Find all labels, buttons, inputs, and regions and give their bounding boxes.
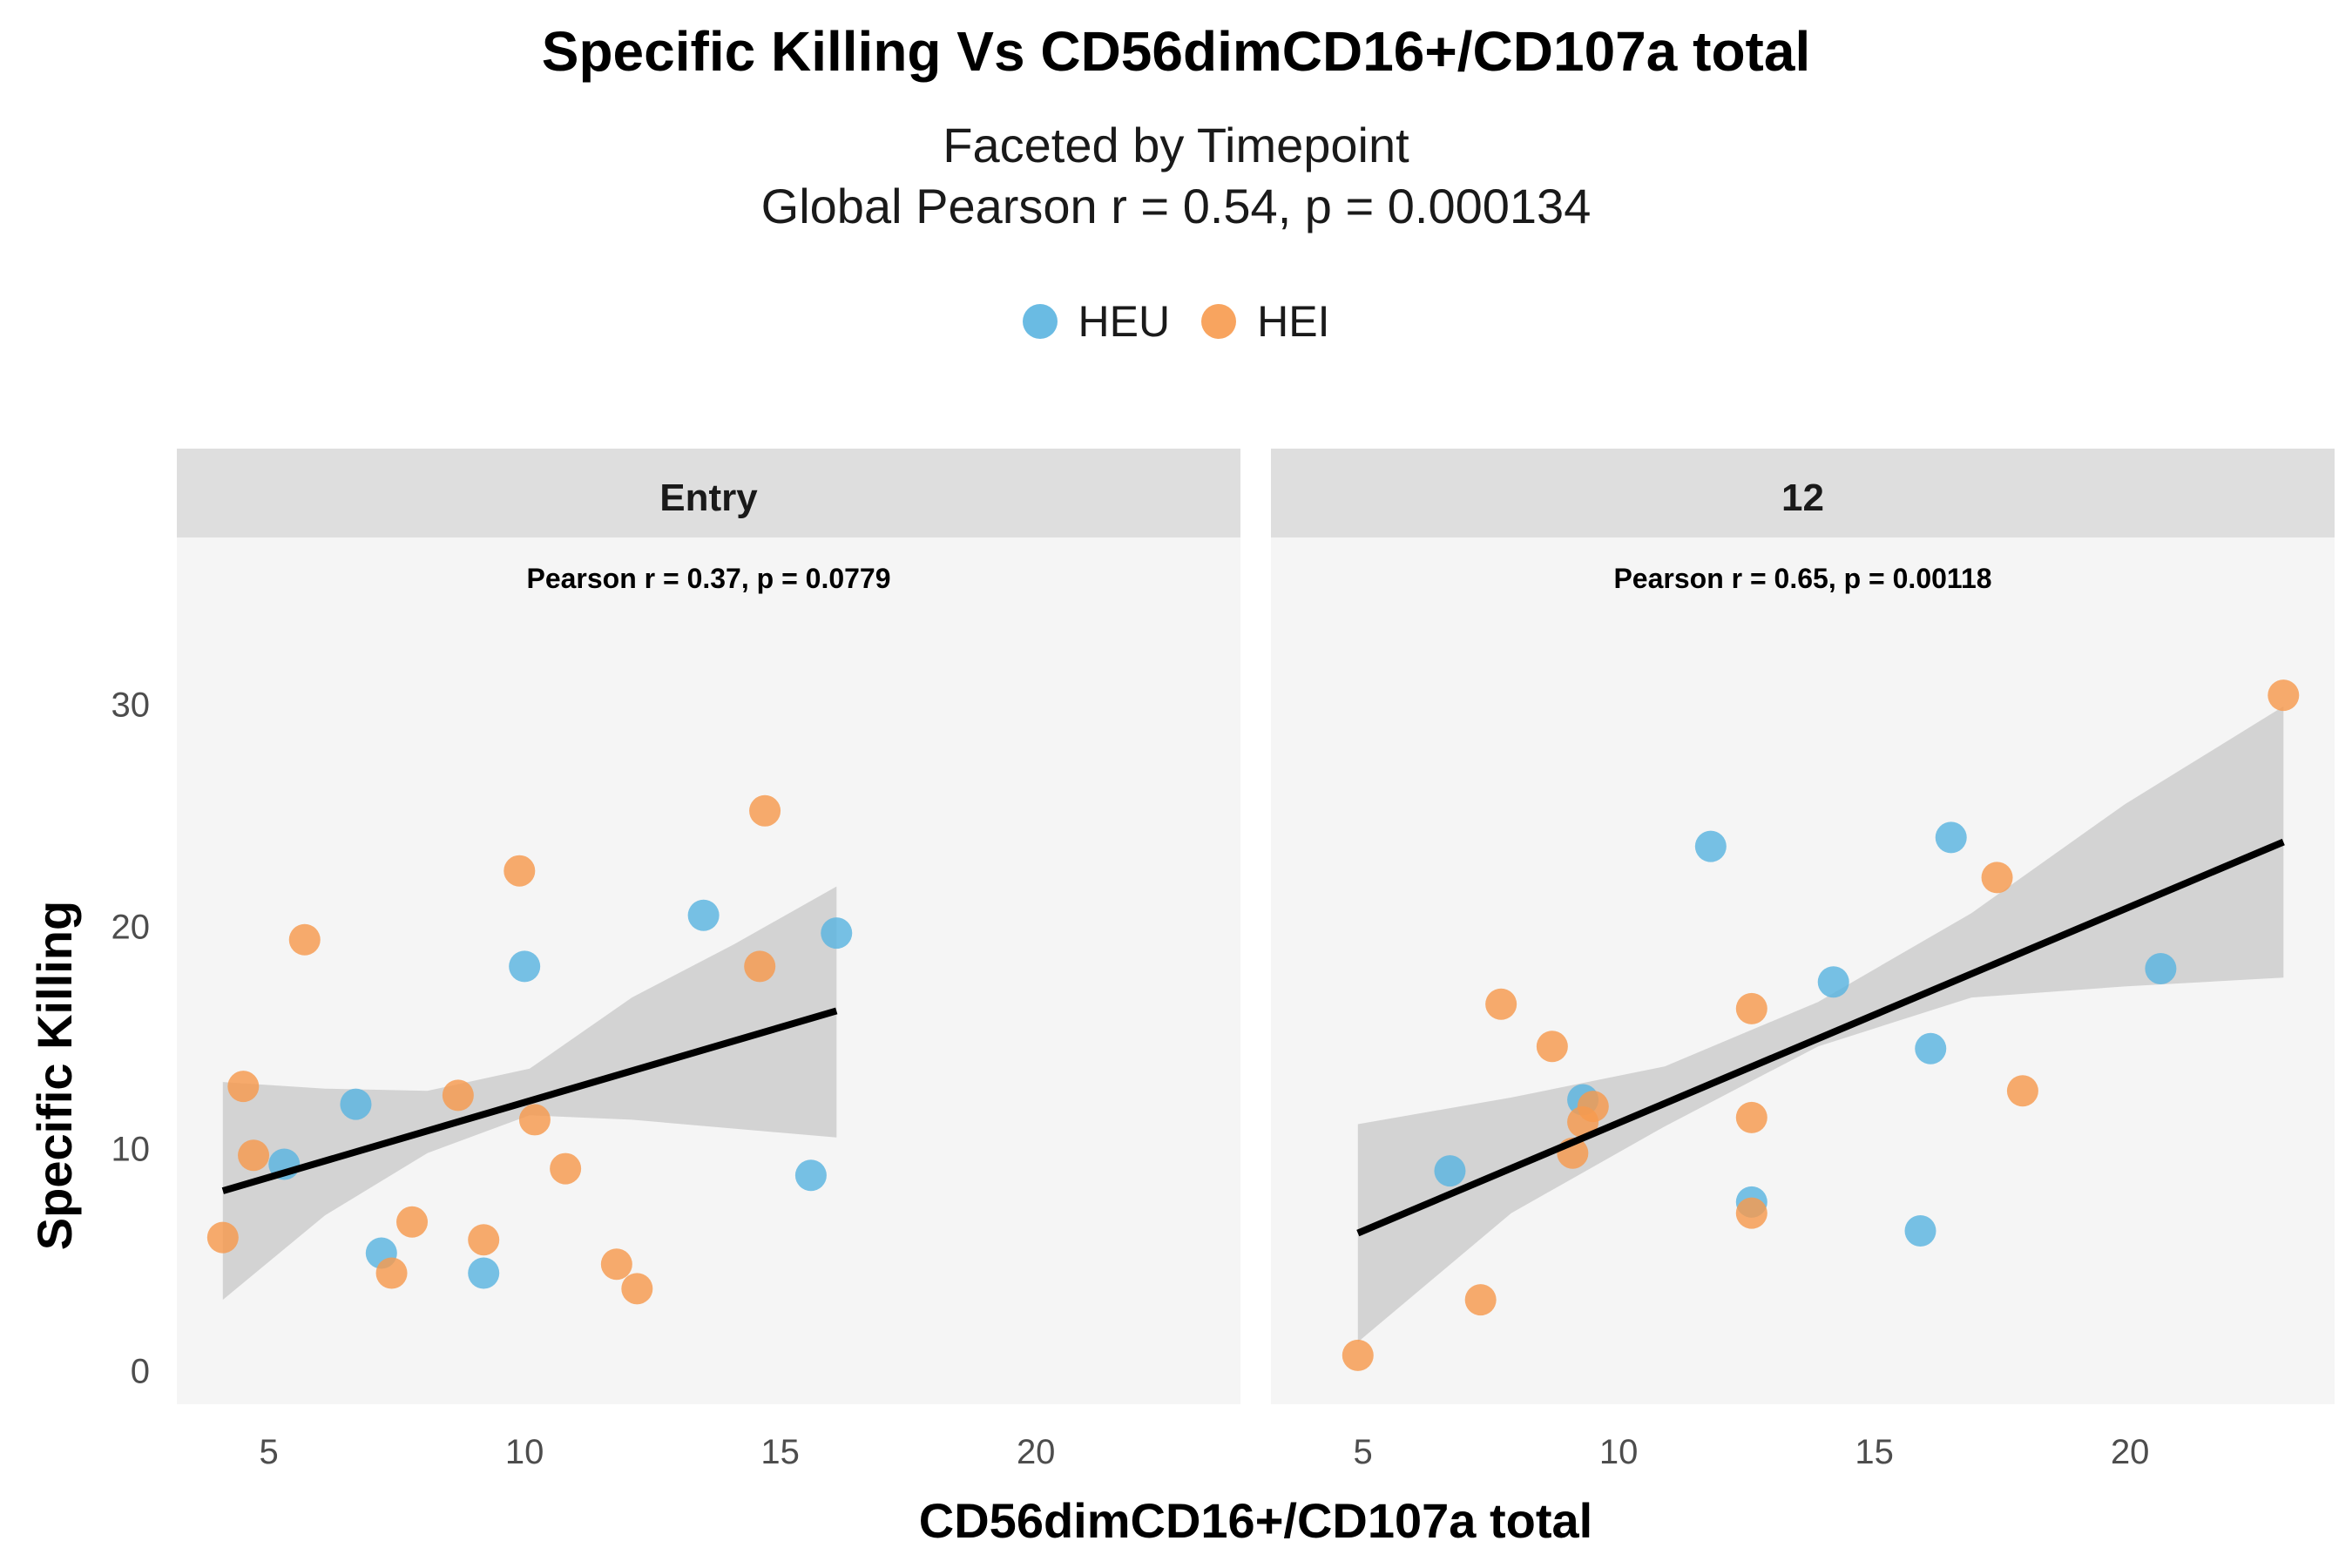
data-point-hei xyxy=(227,1071,260,1103)
legend-swatch-heu xyxy=(1022,304,1058,339)
x-tick-label: 5 xyxy=(260,1433,279,1471)
data-point-hei xyxy=(375,1257,408,1289)
data-point-hei xyxy=(288,923,321,956)
legend-item-hei[interactable]: HEI xyxy=(1201,296,1329,347)
legend-item-heu[interactable]: HEU xyxy=(1022,296,1171,347)
legend-label-heu: HEU xyxy=(1078,297,1171,346)
data-point-hei xyxy=(518,1104,551,1136)
data-point-hei xyxy=(600,1248,632,1281)
facet-annotation: Pearson r = 0.37, p = 0.0779 xyxy=(526,563,890,594)
legend: HEU HEI xyxy=(0,296,2352,347)
regression-line xyxy=(1356,838,2285,1237)
confidence-band xyxy=(1357,706,2284,1342)
facet-strip xyxy=(177,449,1240,537)
data-point-heu xyxy=(1817,966,1849,998)
data-point-hei xyxy=(1485,988,1517,1020)
data-point-heu xyxy=(2145,952,2177,984)
data-point-heu xyxy=(509,950,541,983)
x-tick-label: 15 xyxy=(760,1433,800,1471)
facet-strip-label: 12 xyxy=(1781,476,1824,519)
data-point-heu xyxy=(1915,1032,1947,1064)
y-tick-label: 10 xyxy=(112,1131,151,1169)
facet-panel-0: Entry Pearson r = 0.37, p = 0.0779 5 10 15 20 xyxy=(177,449,1240,1471)
data-point-heu xyxy=(794,1159,827,1192)
y-axis-title: Specific Killing xyxy=(27,901,82,1250)
data-point-hei xyxy=(2268,679,2300,712)
legend-label-hei: HEI xyxy=(1257,297,1330,346)
regression-line xyxy=(221,1007,838,1194)
data-point-hei xyxy=(2006,1075,2038,1107)
y-tick-label: 30 xyxy=(112,686,151,724)
confidence-band xyxy=(222,886,837,1301)
facet-strip xyxy=(1271,449,2335,537)
chart-subtitle-line-1: Faceted by Timepoint xyxy=(943,118,1409,172)
chart-subtitle-line-2: Global Pearson r = 0.54, p = 0.000134 xyxy=(760,179,1592,233)
data-point-heu xyxy=(1935,821,1967,854)
data-point-heu xyxy=(468,1257,500,1289)
x-tick-label: 20 xyxy=(2111,1433,2150,1471)
data-point-hei xyxy=(396,1206,429,1238)
y-tick-label: 0 xyxy=(131,1353,150,1391)
data-point-hei xyxy=(1735,1197,1767,1229)
data-point-hei xyxy=(238,1139,270,1172)
data-point-hei xyxy=(1536,1031,1568,1063)
data-point-heu xyxy=(340,1088,372,1120)
x-tick-label: 10 xyxy=(505,1433,544,1471)
data-point-hei xyxy=(1735,992,1767,1024)
x-tick-label: 20 xyxy=(1017,1433,1056,1471)
x-axis-title: CD56dimCD16+/CD107a total xyxy=(919,1493,1592,1548)
data-point-hei xyxy=(206,1221,239,1254)
facet-annotation: Pearson r = 0.65, p = 0.00118 xyxy=(1613,563,1991,594)
chart-title: Specific Killing Vs CD56dimCD16+/CD107a … xyxy=(541,20,1811,83)
data-point-hei xyxy=(1464,1284,1497,1316)
legend-swatch-hei xyxy=(1201,304,1237,339)
data-point-hei xyxy=(442,1079,474,1112)
data-point-hei xyxy=(621,1273,653,1305)
data-point-heu xyxy=(1434,1155,1466,1187)
data-point-heu xyxy=(687,899,720,931)
data-point-hei xyxy=(1577,1091,1609,1123)
data-point-hei xyxy=(749,794,781,827)
data-point-hei xyxy=(468,1224,500,1256)
data-point-hei xyxy=(1735,1101,1767,1133)
data-point-hei xyxy=(504,855,536,887)
x-tick-label: 15 xyxy=(1855,1433,1894,1471)
data-point-hei xyxy=(1981,862,2013,894)
data-point-hei xyxy=(744,950,776,983)
facet-strip-label: Entry xyxy=(659,476,758,519)
x-tick-label: 5 xyxy=(1354,1433,1373,1471)
data-point-hei xyxy=(1342,1339,1374,1371)
data-point-hei xyxy=(550,1152,582,1185)
x-tick-label: 10 xyxy=(1599,1433,1639,1471)
data-point-heu xyxy=(821,917,853,950)
data-point-heu xyxy=(1904,1215,1936,1247)
y-tick-label: 20 xyxy=(112,908,151,946)
facet-panel-1: 12 Pearson r = 0.65, p = 0.00118 5 10 15 20 xyxy=(1271,449,2335,1471)
data-point-heu xyxy=(1694,830,1727,862)
